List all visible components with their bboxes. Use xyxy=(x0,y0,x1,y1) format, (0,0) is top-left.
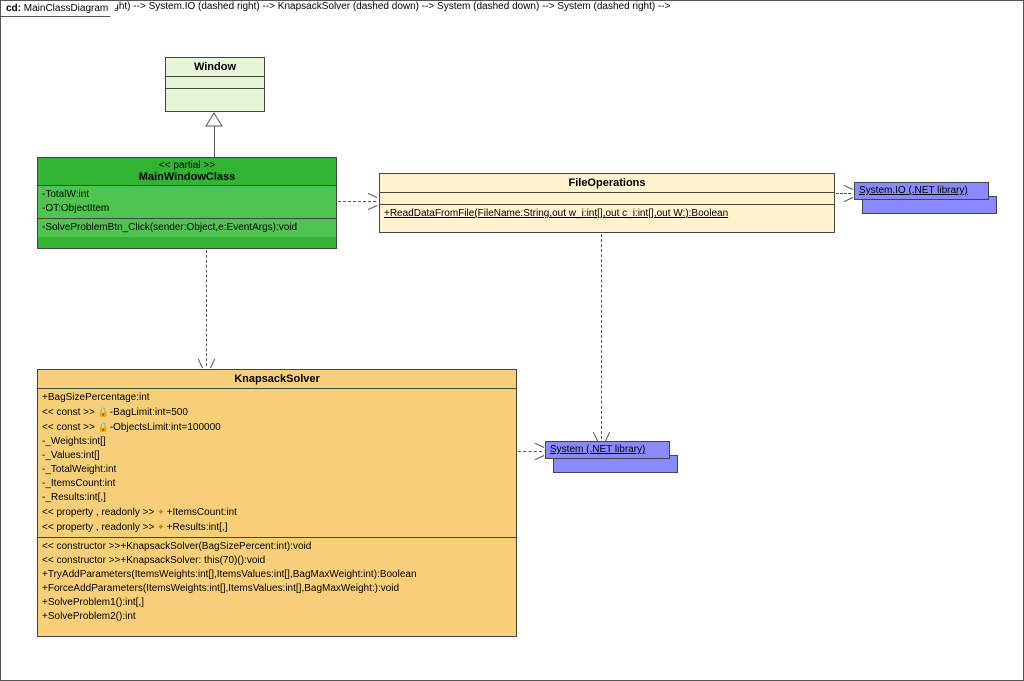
package-system-label: System (.NET library) xyxy=(550,444,645,455)
class-mainwindow-attrs: -TotalW:int-OT:ObjectItem xyxy=(38,186,336,219)
class-mainwindow-stereotype: << partial >> xyxy=(42,160,332,171)
member-row: -_Values:int[] xyxy=(42,449,512,463)
member-row: +SolveProblem2():int xyxy=(42,610,512,624)
class-knapsacksolver-ops: << constructor >>+KnapsackSolver(BagSize… xyxy=(38,538,516,626)
member-row: << const >> -BagLimit:int=500 xyxy=(42,405,512,420)
edge-generalization xyxy=(214,126,215,157)
member-row: +ReadDataFromFile(FileName:String,out w_… xyxy=(384,207,830,221)
member-row: +SolveProblem1():int[,] xyxy=(42,596,512,610)
lock-icon xyxy=(98,422,110,433)
member-row: -_ItemsCount:int xyxy=(42,477,512,491)
edge-fileops-to-system xyxy=(601,234,602,439)
frame-prefix: cd: xyxy=(6,3,21,14)
member-row: +BagSizePercentage:int xyxy=(42,391,512,405)
property-icon xyxy=(157,507,167,518)
member-row: -_Results:int[,] xyxy=(42,491,512,505)
edge-mainwindow-to-fileops xyxy=(338,201,376,202)
member-row: << property , readonly >> +ItemsCount:in… xyxy=(42,505,512,520)
class-knapsacksolver-attrs: +BagSizePercentage:int<< const >> -BagLi… xyxy=(38,389,516,538)
class-diagram-frame: cd: MainClassDiagram Window << partial >… xyxy=(0,0,1024,681)
class-fileoperations-attrs xyxy=(380,193,834,205)
class-mainwindow-header: << partial >> MainWindowClass xyxy=(38,158,336,186)
class-mainwindow-ops: -SolveProblemBtn_Click(sender:Object,e:E… xyxy=(38,219,336,237)
class-knapsacksolver: KnapsackSolver +BagSizePercentage:int<< … xyxy=(37,369,517,637)
member-row: -_TotalWeight:int xyxy=(42,463,512,477)
class-window: Window xyxy=(165,57,265,112)
class-knapsacksolver-name: KnapsackSolver xyxy=(38,370,516,389)
member-row: -SolveProblemBtn_Click(sender:Object,e:E… xyxy=(42,221,332,235)
package-system-io: System.IO (.NET library) xyxy=(854,182,989,200)
frame-title: MainClassDiagram xyxy=(24,3,108,14)
class-window-attrs xyxy=(166,77,264,89)
member-row: << constructor >>+KnapsackSolver(BagSize… xyxy=(42,540,512,554)
property-icon xyxy=(157,522,167,533)
member-row: +ForceAddParameters(ItemsWeights:int[],I… xyxy=(42,582,512,596)
package-system-io-label: System.IO (.NET library) xyxy=(859,185,968,196)
class-fileoperations-ops: +ReadDataFromFile(FileName:String,out w_… xyxy=(380,205,834,223)
class-mainwindow-name: MainWindowClass xyxy=(139,171,235,183)
lock-icon xyxy=(98,407,110,418)
class-fileoperations-name: FileOperations xyxy=(380,174,834,193)
member-row: +TryAddParameters(ItemsWeights:int[],Ite… xyxy=(42,568,512,582)
edge-knapsack-to-system xyxy=(518,451,542,452)
member-row: -_Weights:int[] xyxy=(42,435,512,449)
class-window-name: Window xyxy=(166,58,264,77)
edge-mainwindow-to-knapsack xyxy=(206,250,207,366)
member-row: << property , readonly >> +Results:int[,… xyxy=(42,520,512,535)
class-fileoperations: FileOperations +ReadDataFromFile(FileNam… xyxy=(379,173,835,233)
edge-fileops-to-systemio xyxy=(836,193,851,194)
class-window-ops xyxy=(166,89,264,101)
member-row: << constructor >>+KnapsackSolver: this(7… xyxy=(42,554,512,568)
member-row: -OT:ObjectItem xyxy=(42,202,332,216)
class-mainwindow: << partial >> MainWindowClass -TotalW:in… xyxy=(37,157,337,249)
member-row: -TotalW:int xyxy=(42,188,332,202)
diagram-frame-tab: cd: MainClassDiagram xyxy=(0,0,120,17)
package-system: System (.NET library) xyxy=(545,441,670,459)
member-row: << const >> -ObjectsLimit:int=100000 xyxy=(42,420,512,435)
